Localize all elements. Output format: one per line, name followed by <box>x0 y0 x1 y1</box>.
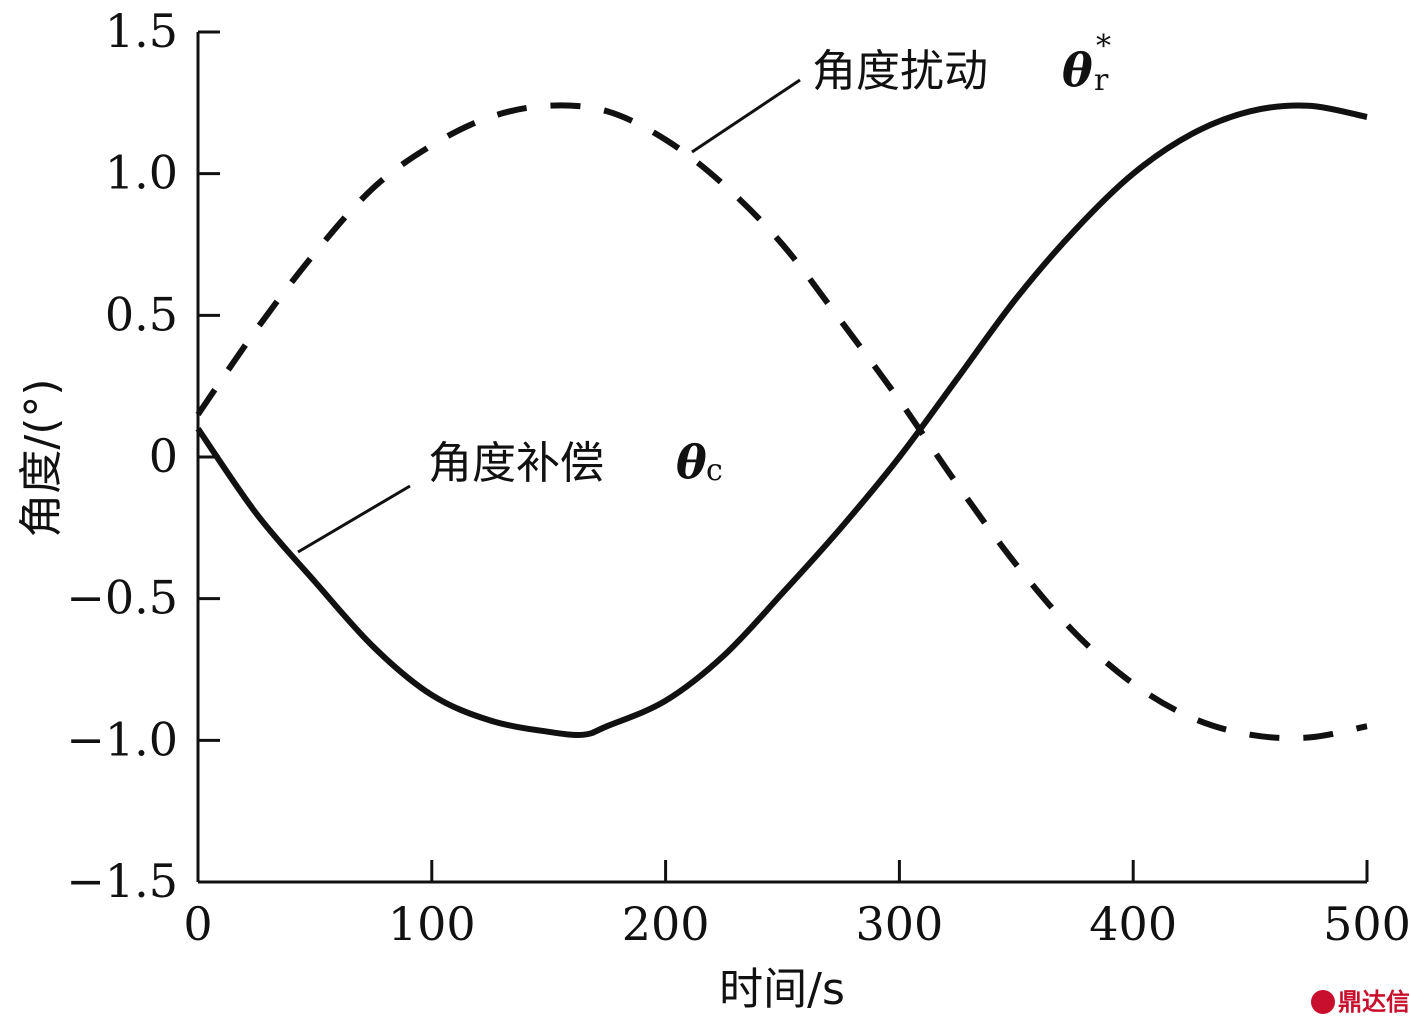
y-tick-label: −0.5 <box>66 571 178 625</box>
series-layer <box>195 102 1368 742</box>
annotation-disturbance-label: 角度扰动 <box>812 46 988 97</box>
y-tick-label: −1.5 <box>66 854 178 908</box>
y-tick-label: 0 <box>149 429 178 483</box>
annotation-leader-compensation <box>297 484 411 554</box>
annotation-compensation: 角度补偿 θ c <box>428 435 723 489</box>
annotation-disturbance-theta: θ <box>1062 43 1093 97</box>
x-tick-label: 0 <box>183 897 212 951</box>
x-ticks: 0 100 200 300 400 500 <box>183 860 1409 951</box>
x-tick-label: 300 <box>855 897 943 951</box>
y-tick-label: −1.0 <box>66 712 178 766</box>
annotation-leader-disturbance <box>691 78 801 154</box>
x-tick-label: 500 <box>1323 897 1409 951</box>
x-tick-label: 400 <box>1089 897 1177 951</box>
annotation-disturbance: 角度扰动 θ r * <box>812 29 1111 98</box>
series-compensation-line <box>195 102 1368 738</box>
watermark: 鼎达信 <box>1311 988 1409 1016</box>
y-tick-label: 1.5 <box>105 4 178 58</box>
annotation-disturbance-superscript: * <box>1096 29 1111 64</box>
watermark-logo-icon <box>1311 990 1335 1014</box>
x-tick-label: 100 <box>388 897 476 951</box>
watermark-text: 鼎达信 <box>1338 988 1409 1016</box>
annotation-compensation-subscript: c <box>706 453 723 488</box>
annotation-compensation-label: 角度补偿 <box>428 438 604 489</box>
y-tick-label: 0.5 <box>105 287 178 341</box>
axes <box>196 32 1367 884</box>
x-tick-label: 200 <box>622 897 710 951</box>
x-axis-title: 时间/s <box>719 964 845 1015</box>
y-tick-label: 1.0 <box>105 146 178 200</box>
y-ticks: 1.5 1.0 0.5 0 −0.5 −1.0 −1.5 <box>66 4 220 908</box>
annotation-disturbance-subscript: r <box>1094 63 1109 98</box>
y-axis-title: 角度/(°) <box>16 378 67 537</box>
series-disturbance-line <box>195 102 1368 742</box>
annotation-compensation-theta: θ <box>676 435 707 489</box>
